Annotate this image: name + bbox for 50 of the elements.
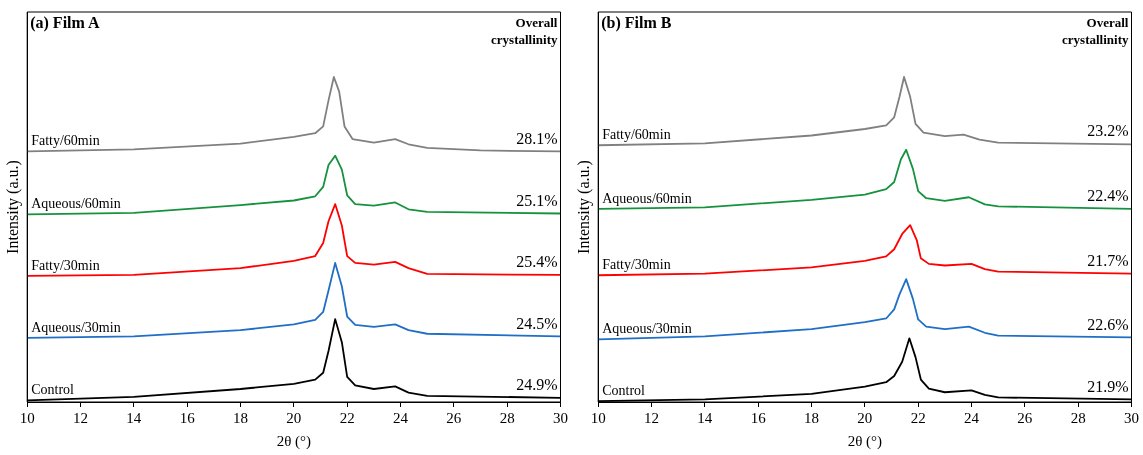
x-tick-label: 18 (233, 409, 249, 426)
x-tick-label: 22 (339, 409, 355, 426)
x-tick-label: 10 (19, 409, 35, 426)
x-tick-label: 20 (857, 409, 873, 426)
x-tick-label: 14 (126, 409, 142, 426)
series-label: Fatty/30min (31, 257, 100, 273)
series-label: Aqueous/60min (602, 190, 692, 206)
annotation: 21.9% (1087, 377, 1129, 395)
series-label: Fatty/60min (602, 126, 671, 142)
series-label: Aqueous/60min (31, 196, 121, 212)
chart-title: (a) Film A (30, 14, 100, 33)
x-tick-label: 28 (1070, 409, 1086, 426)
x-tick-label: 18 (804, 409, 820, 426)
series-label: Fatty/30min (602, 256, 671, 272)
annotation: 23.2% (1087, 122, 1129, 140)
x-tick-label: 12 (644, 409, 660, 426)
x-tick-label: 12 (73, 409, 89, 426)
x-tick-label: 16 (179, 409, 196, 426)
chart-title: (b) Film B (601, 14, 672, 33)
x-tick-label: 30 (553, 409, 568, 426)
annotation: 22.6% (1087, 315, 1129, 333)
annotation: 25.4% (516, 253, 558, 271)
annotation: 21.7% (1087, 251, 1129, 269)
x-tick-label: 10 (590, 409, 606, 426)
series-label: Control (31, 382, 75, 398)
x-tick-label: 20 (286, 409, 302, 426)
annotation: 28.1% (516, 129, 558, 147)
y-axis-title: Intensity (a.u.) (3, 160, 22, 254)
x-tick-label: 16 (750, 409, 767, 426)
annotation: 25.1% (516, 191, 558, 209)
x-axis-title: 2θ (°) (276, 432, 312, 450)
series-label: Aqueous/30min (31, 319, 121, 335)
y-axis-title: Intensity (a.u.) (574, 160, 593, 254)
x-tick-label: 28 (499, 409, 515, 426)
x-tick-label: 14 (697, 409, 713, 426)
annotation: 24.5% (516, 314, 558, 332)
series-label: Aqueous/30min (602, 320, 692, 336)
x-tick-label: 30 (1124, 409, 1139, 426)
x-tick-label: 24 (393, 409, 409, 426)
x-tick-label: 26 (1017, 409, 1033, 426)
x-tick-label: 22 (910, 409, 926, 426)
x-tick-label: 24 (964, 409, 980, 426)
series-label: Control (602, 382, 646, 398)
x-axis-title: 2θ (°) (847, 432, 883, 450)
x-tick-label: 26 (446, 409, 462, 426)
annotation: 22.4% (1087, 187, 1129, 205)
text: Overall crystallinity (1062, 14, 1129, 47)
text: Overall crystallinity (491, 14, 558, 47)
series-label: Fatty/60min (31, 133, 100, 149)
annotation: 24.9% (516, 375, 558, 393)
